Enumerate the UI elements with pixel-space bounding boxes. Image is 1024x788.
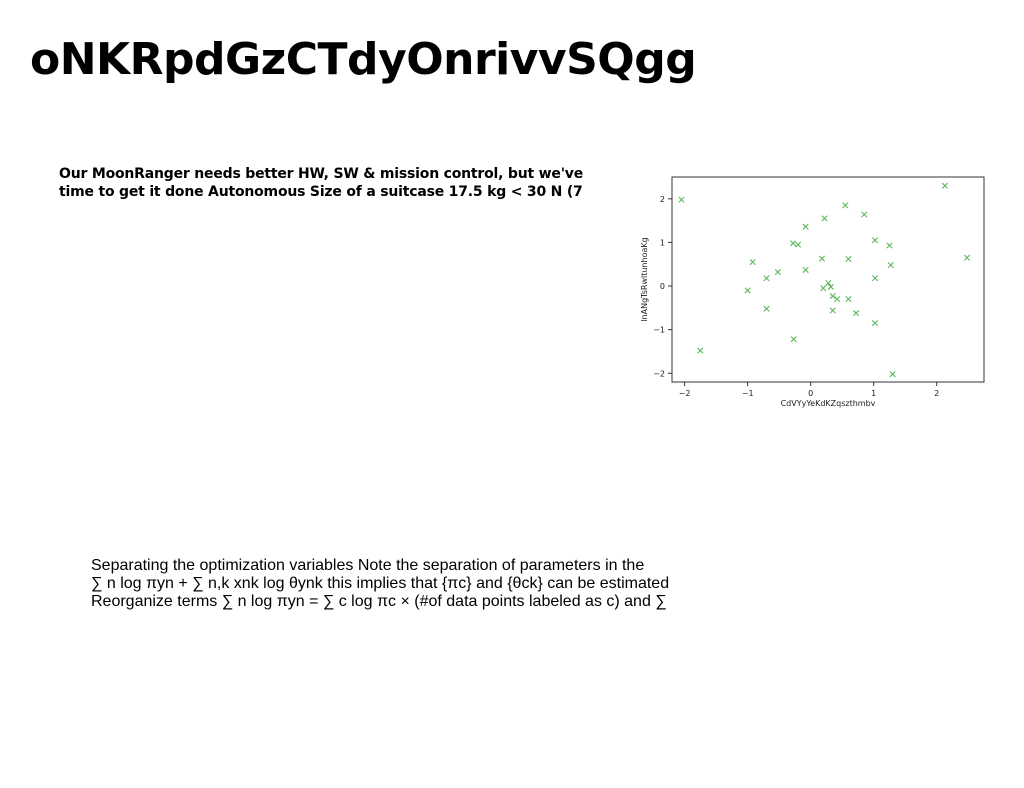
data-point-stroke [795, 241, 802, 248]
plain-paragraph-line: Reorganize terms ∑ n log πyn = ∑ c log π… [91, 593, 667, 610]
data-point [802, 223, 809, 230]
data-point-stroke [825, 280, 832, 286]
data-point-stroke [774, 269, 781, 276]
data-point-stroke [790, 240, 796, 247]
data-point [821, 215, 828, 222]
data-point-stroke [845, 296, 852, 303]
x-tick-label: 2 [934, 389, 939, 398]
plot-frame [671, 176, 985, 383]
data-point [872, 320, 878, 327]
x-tick-label: −1 [742, 389, 754, 398]
data-point [872, 237, 878, 244]
data-point [819, 255, 825, 262]
data-point-stroke [744, 287, 751, 294]
plain-paragraph-line: ∑ n log πyn + ∑ n,k xnk log θynk this im… [91, 575, 670, 592]
data-point [889, 371, 896, 378]
data-point [763, 275, 770, 282]
data-point [853, 310, 859, 317]
data-point-stroke [964, 254, 970, 261]
y-axis-label: lnANgTsRwltunhoaKg [640, 237, 649, 321]
data-point-stroke [749, 259, 756, 266]
data-point [941, 182, 948, 189]
data-point [820, 285, 827, 292]
data-point [825, 280, 832, 286]
data-point-stroke [820, 285, 827, 292]
data-point [763, 305, 770, 312]
data-point [845, 256, 852, 262]
x-tick-label: 1 [871, 389, 876, 398]
data-point [697, 347, 704, 354]
data-point [887, 262, 894, 269]
data-point-stroke [678, 196, 685, 203]
data-point-stroke [802, 266, 809, 273]
page-title: oNKRpdGzCTdyOnrivvSQgg [30, 34, 697, 85]
data-point [872, 275, 878, 282]
data-point [829, 293, 836, 300]
data-point-stroke [827, 283, 834, 290]
data-point-stroke [889, 371, 896, 378]
data-point-stroke [834, 296, 841, 303]
data-point [749, 259, 756, 266]
x-axis-label: CdVYyYeKdKZqszthmbv [781, 399, 876, 408]
data-point [886, 242, 893, 249]
data-point-stroke [853, 310, 859, 317]
data-point-stroke [697, 347, 704, 354]
data-point [678, 196, 685, 203]
data-point-stroke [872, 320, 878, 327]
data-point-stroke [802, 223, 809, 230]
plain-paragraph: Separating the optimization variables No… [91, 557, 691, 611]
data-point [774, 269, 781, 276]
data-point-stroke [886, 242, 893, 249]
data-point-stroke [763, 305, 770, 312]
data-point [845, 296, 852, 303]
y-tick-label: −1 [653, 326, 665, 335]
data-point [834, 296, 841, 303]
data-point-stroke [821, 215, 828, 222]
bold-paragraph: Our MoonRanger needs better HW, SW & mis… [59, 166, 584, 200]
data-point [790, 336, 797, 343]
data-point [829, 307, 836, 314]
data-point-stroke [872, 237, 878, 244]
data-point [744, 287, 751, 294]
plain-paragraph-line: Separating the optimization variables No… [91, 557, 645, 574]
data-point-stroke [763, 275, 770, 282]
data-point-stroke [790, 336, 797, 343]
data-point-stroke [872, 275, 878, 282]
y-tick-label: −2 [653, 369, 665, 378]
y-tick-label: 2 [660, 195, 665, 204]
data-point [964, 254, 970, 261]
data-point-stroke [941, 182, 948, 189]
data-point-stroke [829, 293, 836, 300]
scatter-plot-svg: −2 −1 0 1 2 −2 −1 0 1 2 CdVYyYeKdKZqszthmbv lnANgTs… [640, 176, 985, 408]
data-point [861, 211, 868, 218]
data-point-stroke [819, 255, 825, 262]
data-point [795, 241, 802, 248]
data-point [842, 202, 849, 209]
data-point [790, 240, 796, 247]
data-point [802, 266, 809, 273]
scatter-chart: −2 −1 0 1 2 −2 −1 0 1 2 CdVYyYeKdKZqszthmbv lnANgTs… [636, 170, 996, 415]
x-tick-label: −2 [679, 389, 691, 398]
x-tick-label: 0 [808, 389, 813, 398]
data-point-stroke [861, 211, 868, 218]
y-tick-label: 1 [660, 238, 665, 247]
y-tick-label: 0 [660, 282, 665, 291]
data-point [827, 283, 834, 290]
data-point-stroke [887, 262, 894, 269]
data-point-stroke [842, 202, 849, 209]
data-point-stroke [845, 256, 852, 262]
data-point-stroke [829, 307, 836, 314]
